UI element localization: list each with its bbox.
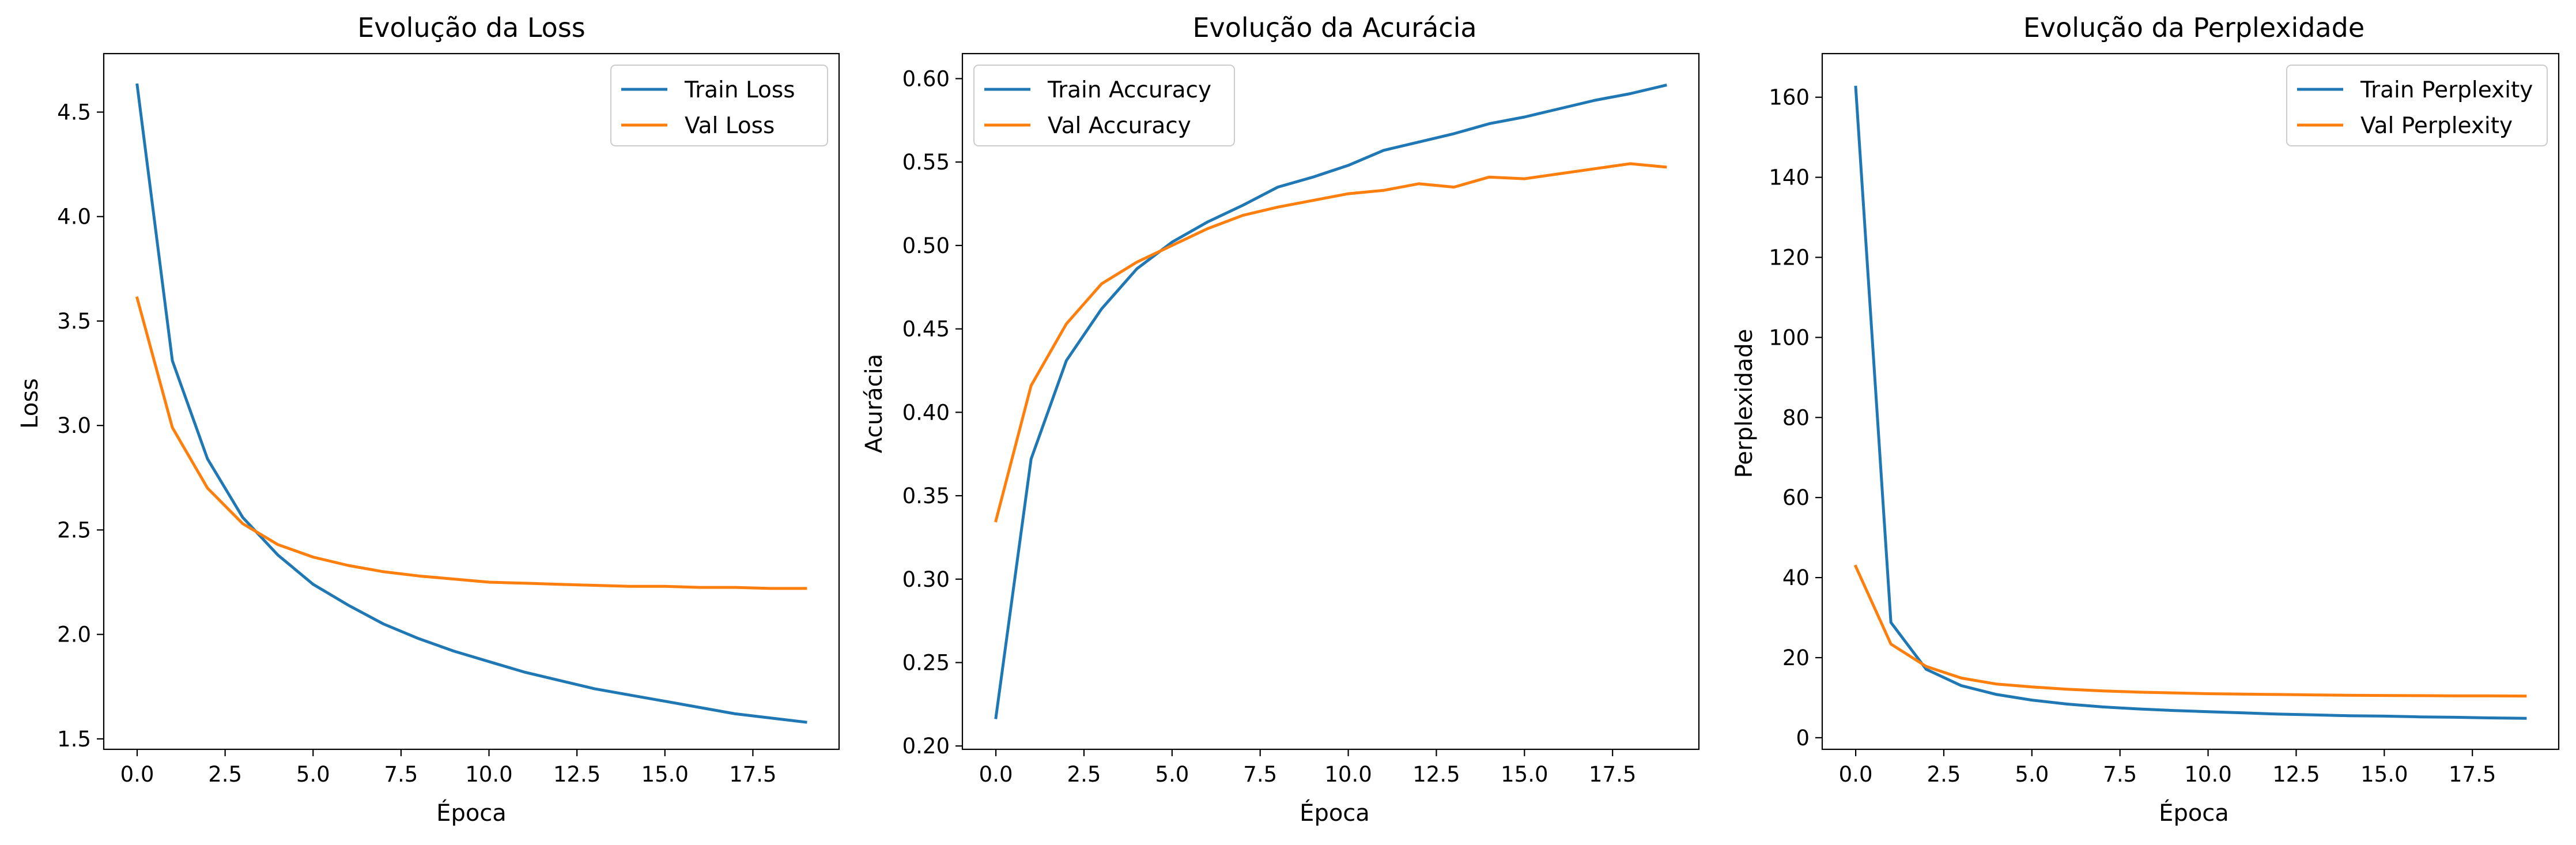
- legend-label: Train Loss: [684, 77, 795, 103]
- y-tick-label: 140: [1769, 165, 1810, 190]
- legend-label: Val Perplexity: [2360, 113, 2513, 139]
- legend-label: Train Perplexity: [2360, 77, 2533, 103]
- x-axis-label: Época: [436, 799, 507, 827]
- series-line: [994, 162, 1667, 523]
- y-tick-label: 4.5: [57, 100, 91, 125]
- x-tick-label: 0.0: [120, 762, 154, 787]
- y-tick-label: 160: [1769, 85, 1810, 110]
- x-tick-label: 10.0: [465, 762, 512, 787]
- y-tick-label: 4.0: [57, 205, 91, 229]
- x-tick-label: 2.5: [1067, 762, 1101, 787]
- loss-chart: Evolução da Loss Época Loss 0.0 2.5 5.0 7.5…: [17, 12, 840, 827]
- x-tick-label: 12.5: [2272, 762, 2320, 787]
- x-tick-label: 7.5: [384, 762, 418, 787]
- x-tick-label: 7.5: [1243, 762, 1277, 787]
- legend-label: Val Accuracy: [1048, 113, 1191, 139]
- legend-box: [2286, 65, 2548, 146]
- legend: Train Perplexity Val Perplexity: [2286, 65, 2548, 146]
- x-tick-label: 12.5: [1412, 762, 1460, 787]
- y-tick-label: 0: [1796, 726, 1810, 750]
- x-tick-label: 5.0: [296, 762, 330, 787]
- plot-frame: [1821, 52, 2560, 750]
- x-tick-label: 17.5: [2449, 762, 2496, 787]
- x-tick-label: 12.5: [553, 762, 600, 787]
- perplexity-chart: Evolução da Perplexidade Época Perplexid…: [1731, 12, 2560, 827]
- series-line: [135, 83, 807, 724]
- y-tick-label: 80: [1782, 405, 1810, 430]
- x-tick-label: 2.5: [208, 762, 242, 787]
- plot-frame: [103, 52, 840, 750]
- y-tick-label: 0.25: [902, 650, 950, 675]
- x-tick-label: 5.0: [1155, 762, 1189, 787]
- accuracy-chart: Evolução da Acurácia Época Acurácia 0.0 2…: [861, 12, 1700, 827]
- y-tick-label: 0.40: [902, 400, 950, 425]
- legend: Train Accuracy Val Accuracy: [973, 65, 1235, 146]
- legend-label: Train Accuracy: [1047, 77, 1211, 103]
- y-tick-label: 2.5: [57, 518, 91, 542]
- chart-title: Evolução da Acurácia: [1192, 12, 1476, 43]
- legend: Train Loss Val Loss: [610, 65, 828, 146]
- series-line: [1853, 564, 2527, 698]
- chart-title: Evolução da Loss: [357, 12, 586, 43]
- x-tick-label: 7.5: [2103, 762, 2137, 787]
- x-axis-label: Época: [1300, 799, 1370, 827]
- y-tick-label: 60: [1782, 485, 1810, 510]
- y-tick-label: 40: [1782, 565, 1810, 590]
- series-line: [994, 83, 1667, 719]
- series-line: [135, 296, 807, 590]
- y-tick-label: 0.20: [902, 734, 950, 759]
- y-axis-label: Acurácia: [861, 354, 887, 454]
- y-tick-label: 0.30: [902, 567, 950, 592]
- y-tick-label: 2.0: [57, 623, 91, 647]
- series-line: [1854, 85, 2527, 720]
- x-tick-label: 10.0: [1324, 762, 1372, 787]
- y-tick-label: 0.50: [902, 233, 950, 258]
- x-tick-label: 15.0: [1501, 762, 1548, 787]
- y-tick-label: 0.60: [902, 66, 950, 91]
- y-tick-label: 0.35: [902, 484, 950, 508]
- x-tick-label: 2.5: [1927, 762, 1961, 787]
- y-tick-label: 120: [1769, 245, 1810, 270]
- x-tick-label: 17.5: [729, 762, 776, 787]
- x-tick-label: 10.0: [2184, 762, 2231, 787]
- x-tick-label: 5.0: [2015, 762, 2049, 787]
- y-axis-label: Loss: [17, 378, 43, 429]
- x-tick-label: 0.0: [1839, 762, 1873, 787]
- y-tick-label: 3.5: [57, 309, 91, 334]
- y-tick-label: 0.45: [902, 317, 950, 342]
- x-tick-label: 17.5: [1589, 762, 1636, 787]
- y-tick-label: 3.0: [57, 413, 91, 438]
- y-axis-label: Perplexidade: [1731, 329, 1758, 478]
- y-tick-label: 20: [1782, 646, 1810, 670]
- x-tick-label: 15.0: [641, 762, 689, 787]
- x-tick-label: 0.0: [979, 762, 1013, 787]
- legend-label: Val Loss: [685, 113, 775, 139]
- x-tick-label: 15.0: [2360, 762, 2408, 787]
- y-tick-label: 1.5: [57, 727, 91, 752]
- plot-frame: [961, 52, 1700, 750]
- y-tick-label: 0.55: [902, 150, 950, 175]
- chart-title: Evolução da Perplexidade: [2023, 12, 2365, 43]
- x-axis-label: Época: [2159, 799, 2229, 827]
- y-tick-label: 100: [1769, 325, 1810, 350]
- legend-box: [973, 65, 1235, 146]
